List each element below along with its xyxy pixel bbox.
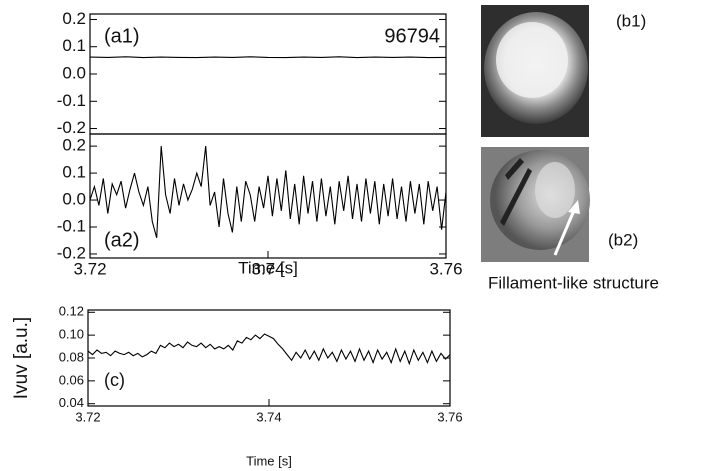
y-tick-label: 0.2 (62, 136, 86, 155)
y-axis-label: Ivuv [a.u.] (11, 317, 32, 399)
plot-frame (87, 309, 451, 407)
image-b2 (481, 147, 590, 262)
line (89, 146, 447, 238)
y-tick-label: 0.08 (59, 349, 84, 364)
y-tick-label: -0.2 (57, 243, 86, 262)
y-tick-label: 0.04 (59, 395, 84, 410)
line (87, 333, 451, 366)
panel-label: 96794 (384, 25, 440, 47)
image-label: (b1) (616, 11, 646, 30)
x-axis-label: Time [s] (238, 258, 298, 277)
y-tick-label: 0.2 (62, 9, 86, 28)
y-tick-label: -0.1 (57, 91, 86, 110)
x-tick-label: 3.76 (429, 259, 462, 278)
x-tick-label: 3.76 (437, 409, 462, 424)
y-tick-label: 0.0 (62, 190, 86, 209)
image-label: (b2) (608, 230, 638, 249)
line (89, 56, 447, 59)
y-tick-label: -0.1 (57, 216, 86, 235)
x-tick-label: 3.74 (251, 259, 284, 278)
panel-label: (c) (104, 370, 125, 390)
y-tick-label: 0.06 (59, 372, 84, 387)
y-tick-label: 0.1 (62, 36, 86, 55)
y-tick-label: -0.2 (57, 118, 86, 137)
panel-label: (a2) (104, 229, 140, 251)
panel-label: (a1) (104, 25, 140, 47)
y-tick-label: 0.0 (62, 63, 86, 82)
y-tick-label: 0.12 (59, 304, 84, 319)
x-tick-label: 3.72 (73, 259, 106, 278)
y-tick-label: 0.10 (59, 327, 84, 342)
plot-frame (89, 133, 447, 259)
y-tick-label: 0.1 (62, 163, 86, 182)
x-tick-label: 3.72 (75, 409, 100, 424)
x-axis-label: Time [s] (246, 453, 292, 468)
image-b1 (481, 5, 589, 137)
x-tick-label: 3.74 (256, 409, 281, 424)
image-caption: Fillament-like structure (488, 273, 659, 292)
